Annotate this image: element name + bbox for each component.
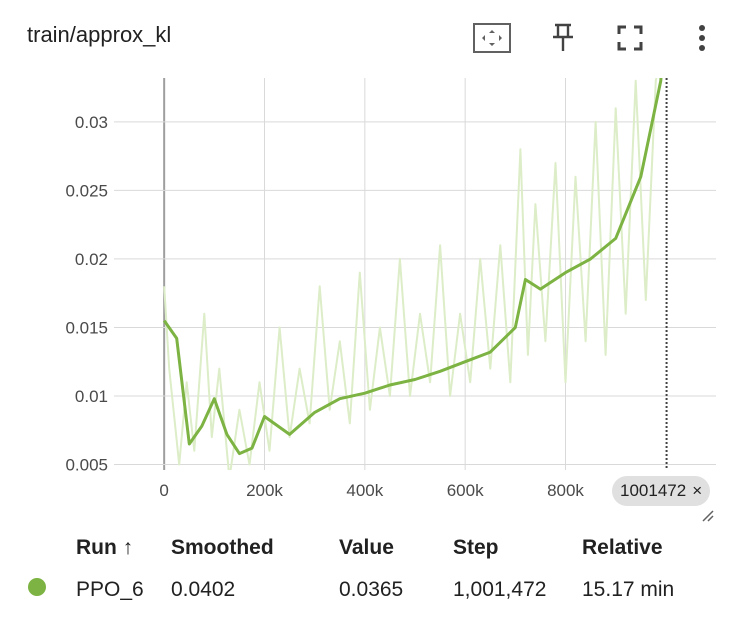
resize-handle-icon[interactable]	[700, 508, 714, 522]
line-chart[interactable]: 0 200k 400k 600k 800k 0.005 0.01 0.015 0.02 0.02…	[0, 0, 736, 520]
step-cursor-badge[interactable]: 1001472 ×	[612, 476, 711, 506]
run-color-dot	[28, 578, 46, 596]
pin-icon	[553, 23, 573, 51]
pin-button[interactable]	[543, 18, 583, 58]
fit-to-data-button[interactable]	[472, 18, 512, 58]
x-tick-label: 0	[159, 481, 168, 500]
x-tick-label: 800k	[547, 481, 584, 500]
header-step[interactable]: Step	[453, 536, 499, 559]
run-data-table: Run ↑ Smoothed Value Step Relative PPO_6…	[28, 528, 692, 612]
y-tick-label: 0.005	[65, 456, 108, 475]
y-tick-label: 0.01	[75, 387, 108, 406]
more-options-button[interactable]	[682, 18, 722, 58]
header-run[interactable]: Run ↑	[76, 536, 134, 559]
y-tick-label: 0.025	[65, 181, 108, 200]
run-name: PPO_6	[76, 578, 144, 601]
x-axis-ticks: 0 200k 400k 600k 800k	[159, 481, 584, 500]
y-tick-label: 0.015	[65, 318, 108, 337]
table-row: PPO_6 0.0402 0.0365 1,001,472 15.17 min	[28, 568, 692, 612]
header-smoothed[interactable]: Smoothed	[171, 536, 274, 559]
x-tick-label: 600k	[447, 481, 484, 500]
header-relative[interactable]: Relative	[582, 536, 663, 559]
smoothed-line	[162, 78, 663, 456]
smoothed-value: 0.0402	[171, 578, 236, 601]
raw-series	[163, 78, 658, 470]
x-tick-label: 400k	[346, 481, 383, 500]
close-icon[interactable]: ×	[692, 481, 703, 500]
x-tick-label: 200k	[246, 481, 283, 500]
grid-lines	[114, 78, 716, 470]
y-axis-ticks: 0.005 0.01 0.015 0.02 0.025 0.03	[65, 113, 108, 475]
step-cursor-value: 1001472	[620, 481, 687, 500]
run-color-cell	[28, 568, 76, 612]
relative-time: 15.17 min	[582, 578, 675, 601]
more-vert-icon	[699, 25, 705, 51]
fullscreen-button[interactable]	[610, 18, 650, 58]
fit-to-data-icon	[473, 23, 511, 53]
raw-value: 0.0365	[339, 578, 404, 601]
raw-line	[163, 78, 658, 470]
y-tick-label: 0.02	[75, 250, 108, 269]
chart-title: train/approx_kl	[27, 22, 172, 47]
table-header-row: Run ↑ Smoothed Value Step Relative	[28, 528, 692, 568]
header-color	[28, 528, 76, 568]
step-value: 1,001,472	[453, 578, 547, 601]
smoothed-series	[162, 78, 663, 456]
fullscreen-icon	[617, 25, 643, 51]
header-value[interactable]: Value	[339, 536, 394, 559]
y-tick-label: 0.03	[75, 113, 108, 132]
